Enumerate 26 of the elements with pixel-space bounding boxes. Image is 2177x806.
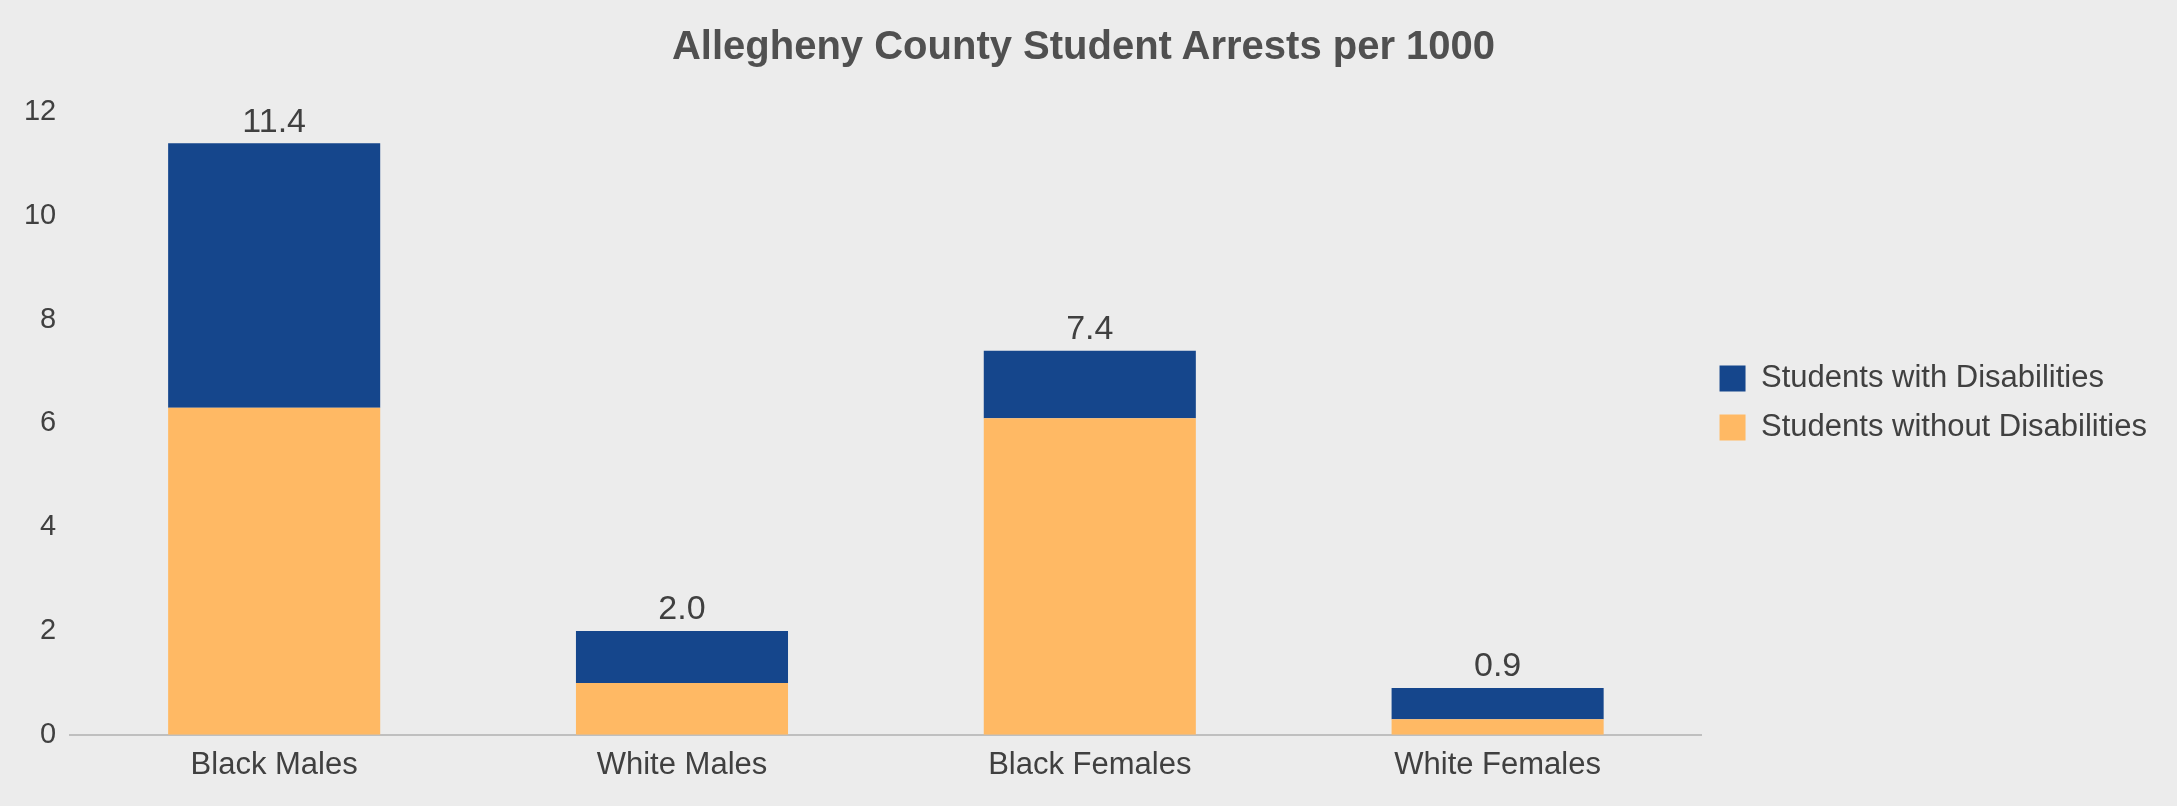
bar xyxy=(983,350,1196,419)
bar xyxy=(575,631,789,683)
x-tick-label: White Females xyxy=(1394,745,1601,781)
bar xyxy=(1391,719,1604,735)
bar xyxy=(983,418,1196,735)
total-label: 11.4 xyxy=(242,100,306,139)
total-label: 7.4 xyxy=(1066,308,1114,347)
x-tick-label: Black Females xyxy=(988,745,1192,781)
bar xyxy=(168,143,381,408)
y-tick-label: 4 xyxy=(40,509,57,542)
bar xyxy=(1391,688,1604,720)
y-tick-label: 6 xyxy=(40,405,57,438)
x-tick-label: Black Males xyxy=(190,745,358,781)
y-tick-label: 8 xyxy=(40,301,57,334)
total-label: 0.9 xyxy=(1473,645,1522,684)
y-tick-label: 12 xyxy=(23,94,57,126)
y-tick-label: 0 xyxy=(40,716,57,749)
y-tick-label: 10 xyxy=(23,197,57,230)
legend-label: Students without Disabilities xyxy=(1761,408,2148,444)
legend-label: Students with Disabilities xyxy=(1761,359,2104,395)
chart-title: Allegheny County Student Arrests per 1000 xyxy=(671,23,1496,68)
bar xyxy=(168,407,381,735)
x-tick-label: White Males xyxy=(596,745,768,781)
bar xyxy=(575,682,789,735)
total-label: 2.0 xyxy=(658,588,706,627)
y-tick-label: 2 xyxy=(40,613,57,645)
